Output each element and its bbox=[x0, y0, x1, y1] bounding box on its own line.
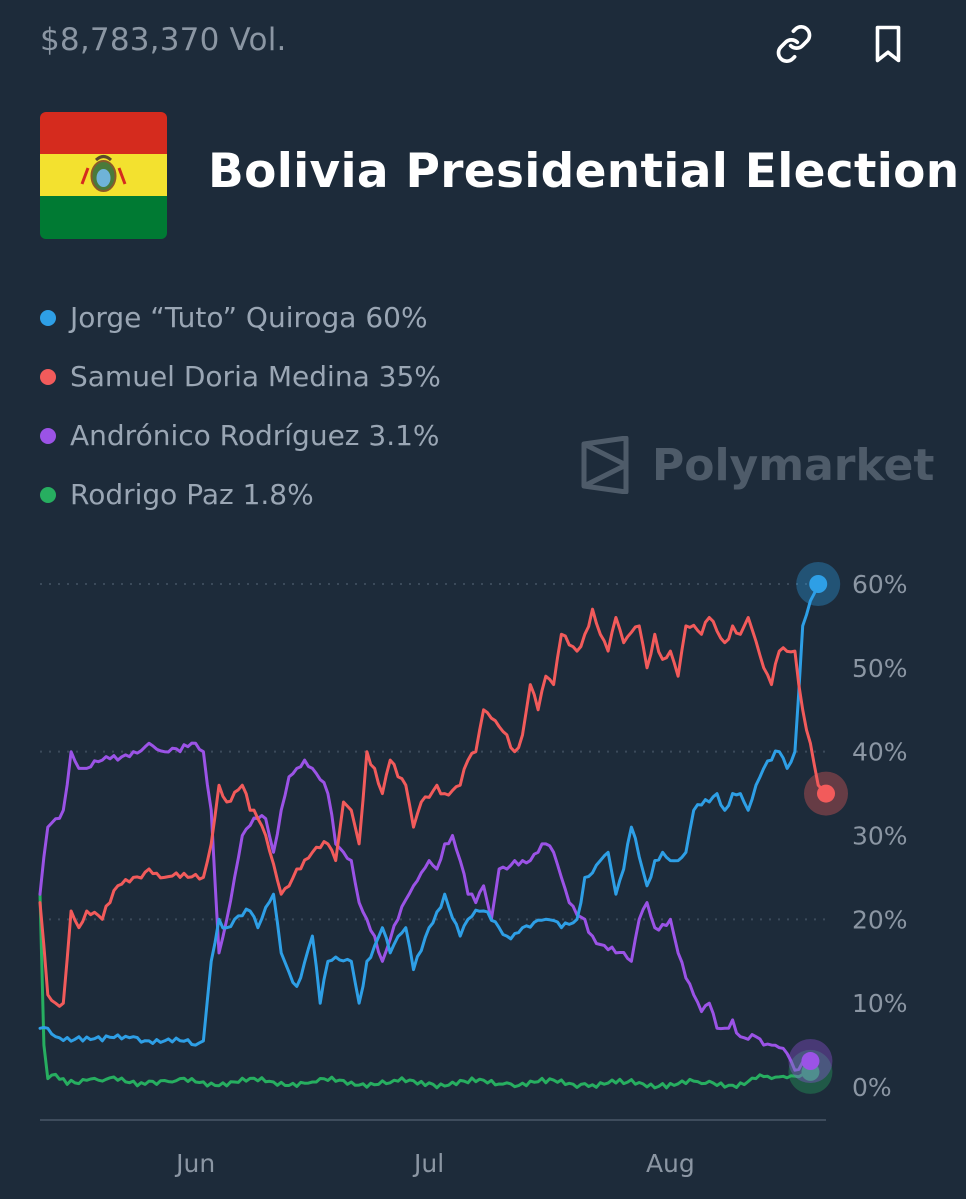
legend-dot-doria-medina bbox=[40, 368, 56, 385]
chart-end-markers bbox=[788, 562, 848, 1094]
legend-label-doria-medina: Samuel Doria Medina 35% bbox=[70, 360, 441, 393]
price-history-chart[interactable]: 0% 10% 20% 30% 40% 50% 60% Jun Jul Aug bbox=[0, 560, 966, 1199]
x-tick-label-aug: Aug bbox=[646, 1149, 695, 1178]
legend-label-paz: Rodrigo Paz 1.8% bbox=[70, 478, 314, 511]
y-tick-label-50: 50% bbox=[852, 654, 908, 683]
series-line-doria-medina bbox=[38, 607, 828, 1008]
series-line-paz bbox=[38, 892, 812, 1090]
y-tick-label-20: 20% bbox=[852, 905, 908, 934]
legend-dot-quiroga bbox=[40, 309, 56, 326]
y-tick-label-40: 40% bbox=[852, 738, 908, 767]
link-icon[interactable] bbox=[772, 22, 816, 66]
polymarket-watermark: Polymarket bbox=[580, 436, 934, 494]
legend-item-quiroga: Jorge “Tuto” Quiroga 60% bbox=[40, 288, 441, 347]
bolivia-flag-icon bbox=[40, 112, 167, 239]
top-actions bbox=[772, 22, 910, 66]
legend-label-rodriguez: Andrónico Rodríguez 3.1% bbox=[70, 419, 440, 452]
y-tick-label-30: 30% bbox=[852, 822, 908, 851]
series-line-quiroga bbox=[38, 582, 820, 1047]
y-axis-labels: 0% 10% 20% 30% 40% 50% 60% bbox=[852, 570, 908, 1102]
legend-item-paz: Rodrigo Paz 1.8% bbox=[40, 465, 441, 524]
end-marker-rodriguez bbox=[801, 1052, 820, 1071]
x-axis-labels: Jun Jul Aug bbox=[174, 1149, 695, 1178]
end-marker-quiroga bbox=[809, 575, 828, 593]
series-line-rodriguez bbox=[38, 741, 812, 1072]
bookmark-icon[interactable] bbox=[866, 22, 910, 66]
legend-dot-paz bbox=[40, 486, 56, 503]
legend-label-quiroga: Jorge “Tuto” Quiroga 60% bbox=[70, 301, 428, 334]
polymarket-logo-icon bbox=[581, 436, 629, 494]
legend-item-doria-medina: Samuel Doria Medina 35% bbox=[40, 347, 441, 406]
chart-legend: Jorge “Tuto” Quiroga 60% Samuel Doria Me… bbox=[40, 288, 441, 524]
chart-series bbox=[38, 582, 828, 1090]
watermark-text: Polymarket bbox=[652, 439, 935, 491]
legend-dot-rodriguez bbox=[40, 427, 56, 444]
x-tick-label-jun: Jun bbox=[174, 1149, 215, 1178]
end-marker-doria-medina bbox=[817, 784, 835, 803]
legend-item-rodriguez: Andrónico Rodríguez 3.1% bbox=[40, 406, 441, 465]
y-tick-label-10: 10% bbox=[852, 989, 908, 1018]
y-tick-label-0: 0% bbox=[852, 1073, 892, 1102]
chart-gridlines bbox=[40, 583, 826, 921]
x-tick-label-jul: Jul bbox=[412, 1149, 444, 1178]
page-title: Bolivia Presidential Election bbox=[208, 144, 960, 199]
volume-label: $8,783,370 Vol. bbox=[40, 22, 287, 58]
y-tick-label-60: 60% bbox=[852, 570, 908, 599]
